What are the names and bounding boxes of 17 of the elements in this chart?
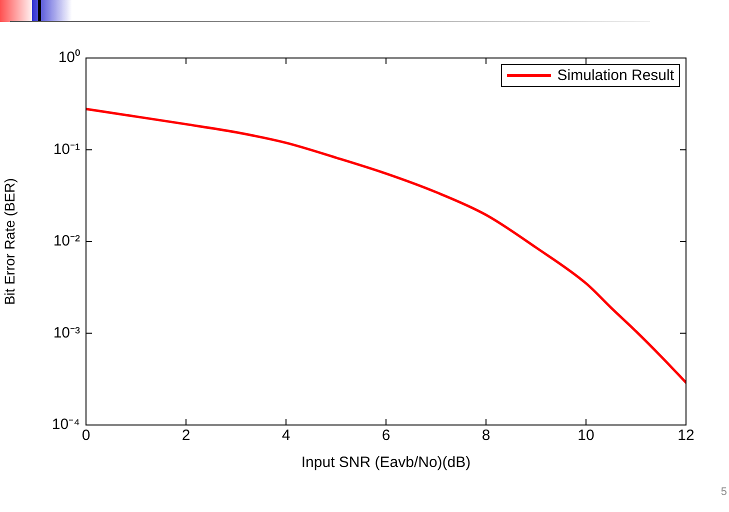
x-tick-label: 8 [482,427,490,444]
text: 5 [720,486,727,498]
x-tick-label: 10 [578,427,594,444]
x-axis-title: Input SNR (Eavb/No)(dB) [301,454,471,472]
y-tick-label: 10⁻¹ [53,140,80,158]
y-tick-label: 10⁰ [58,49,80,66]
y-axis-title: Bit Error Rate (BER) [1,178,18,305]
y-tick-label: 10⁻⁴ [52,416,80,434]
x-tick-label: 4 [282,427,290,444]
line-series [86,108,686,384]
x-tick-label: 0 [82,427,90,444]
legend-label: Simulation Result [557,67,674,84]
x-tick-label: 12 [678,427,694,444]
y-tick-label: 10⁻³ [53,324,80,342]
x-tick-label: 6 [382,427,390,444]
x-tick-label: 2 [182,427,190,444]
y-tick-label: 10⁻² [53,232,80,250]
